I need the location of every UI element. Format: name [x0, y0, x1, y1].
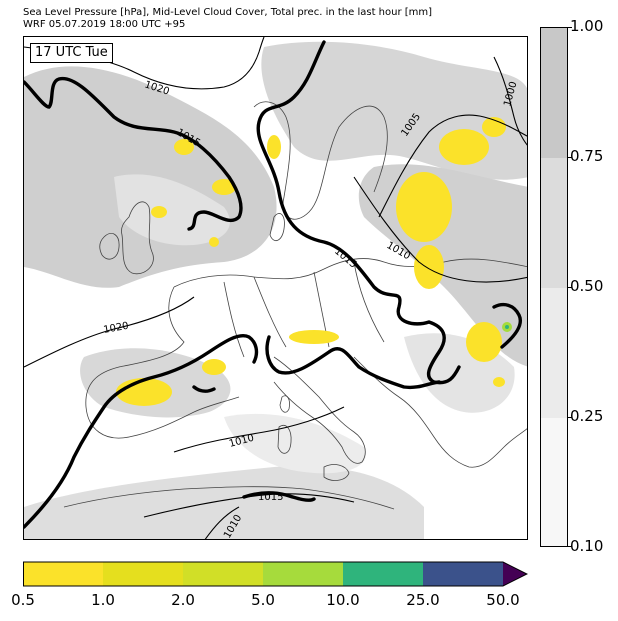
- isobar-1020-west: [24, 296, 195, 368]
- cloud-tick-mark: [568, 287, 572, 288]
- chart-title: Sea Level Pressure [hPa], Mid-Level Clou…: [23, 7, 433, 18]
- isobar-label: 1015: [332, 246, 359, 271]
- isobar-thick-layer: [24, 40, 522, 529]
- coast-sicily: [323, 464, 350, 481]
- cloud-seg-050-075: [541, 158, 567, 288]
- cloud-tick-mark: [568, 417, 572, 418]
- coast-denmark: [269, 213, 285, 242]
- precip-seg-4: [343, 562, 423, 586]
- isobar-1015-north: [24, 76, 243, 231]
- precip-heavy-layer: [502, 322, 512, 332]
- precip-seg-5: [423, 562, 503, 586]
- precip-tick-label: 0.5: [11, 591, 35, 609]
- precip-cell-1: [396, 172, 452, 242]
- precip-cell-13: [209, 237, 219, 247]
- precip-cell-9: [289, 330, 339, 344]
- isobar-1015-africa: [242, 491, 316, 502]
- cloud-seg-010-025: [541, 418, 567, 546]
- coastline-layer: [63, 101, 527, 510]
- cloud-area-north-sea: [114, 174, 230, 246]
- isobar-1015-islands: [192, 385, 216, 393]
- coast-scandinavia: [253, 101, 388, 220]
- precip-cell-14: [493, 377, 505, 387]
- cloud-tick-label: 0.50: [570, 277, 604, 295]
- precip-cell-12: [151, 206, 167, 218]
- cloud-seg-075-100: [541, 28, 567, 158]
- isobar-1015-iberia: [24, 334, 259, 529]
- cloud-cover-colorbar: [540, 27, 568, 547]
- coast-britain: [121, 201, 154, 275]
- precip-seg-0: [23, 562, 103, 586]
- chart-subtitle: WRF 05.07.2019 18:00 UTC +95: [23, 19, 186, 30]
- border-central-3: [353, 261, 385, 343]
- cloud-tick-mark: [568, 27, 572, 28]
- cloud-tick-mark: [568, 157, 572, 158]
- cloud-tick-label: 0.25: [570, 407, 604, 425]
- coast-corsica: [279, 395, 290, 413]
- coast-france-iberia: [85, 286, 240, 439]
- precip-seg-3: [263, 562, 343, 586]
- coast-sardinia: [277, 425, 292, 454]
- border-central-1: [253, 276, 287, 348]
- coast-italy: [273, 356, 366, 464]
- precip-seg-2: [183, 562, 263, 586]
- precip-heavy-core: [505, 325, 509, 329]
- weather-map[interactable]: 1020 1015 1005 1000 1015 1010 1020 1010 …: [23, 36, 528, 540]
- precip-cell-7: [116, 378, 172, 406]
- precip-colorbar: [23, 561, 528, 587]
- precip-tick-label: 5.0: [251, 591, 275, 609]
- border-central-4: [223, 281, 245, 358]
- cloud-tick-mark: [568, 546, 572, 547]
- coast-north-africa: [63, 486, 395, 510]
- isobar-1015-south: [143, 493, 355, 518]
- precip-cell-6: [212, 179, 236, 195]
- cloud-area-scandinavia: [261, 41, 527, 180]
- cloud-tick-label: 0.75: [570, 147, 604, 165]
- isobar-1010-africa: [204, 506, 240, 539]
- precip-seg-1: [103, 562, 183, 586]
- coast-ireland: [99, 233, 120, 260]
- isobar-1015-mediterranean: [265, 335, 441, 390]
- precip-bar-outline: [23, 561, 528, 587]
- isobar-1015-scandinavia: [256, 40, 461, 385]
- cloud-seg-025-050: [541, 288, 567, 418]
- precip-tick-label: 25.0: [406, 591, 440, 609]
- isobar-1010-east: [353, 176, 527, 283]
- precip-cell-4: [414, 245, 444, 289]
- cloud-tick-label: 0.10: [570, 537, 604, 555]
- isobar-1005: [378, 114, 527, 218]
- precip-cell-5: [174, 139, 194, 155]
- isobar-label: 1020: [103, 321, 130, 336]
- precip-tick-label: 1.0: [91, 591, 115, 609]
- isobar-label: 1015: [258, 492, 283, 503]
- precip-seg-extend: [503, 562, 527, 586]
- time-badge: 17 UTC Tue: [30, 43, 113, 63]
- isobar-1000: [493, 56, 527, 146]
- precip-cell-10: [466, 322, 502, 362]
- isobar-1010-south: [173, 406, 345, 453]
- precip-cell-8: [202, 359, 226, 375]
- coast-balkans: [353, 356, 527, 468]
- precip-cell-2: [439, 129, 489, 165]
- isobar-1015-east: [492, 302, 522, 349]
- precip-cell-11: [267, 135, 281, 159]
- precip-tick-label: 2.0: [171, 591, 195, 609]
- cloud-cover-layer: [24, 41, 527, 539]
- precip-tick-label: 50.0: [486, 591, 520, 609]
- precip-tick-label: 10.0: [326, 591, 360, 609]
- cloud-area-mediterranean: [224, 413, 366, 474]
- isobar-thin-layer: [24, 37, 527, 539]
- cloud-area-north-africa: [24, 466, 424, 539]
- cloud-tick-label: 1.00: [570, 17, 604, 35]
